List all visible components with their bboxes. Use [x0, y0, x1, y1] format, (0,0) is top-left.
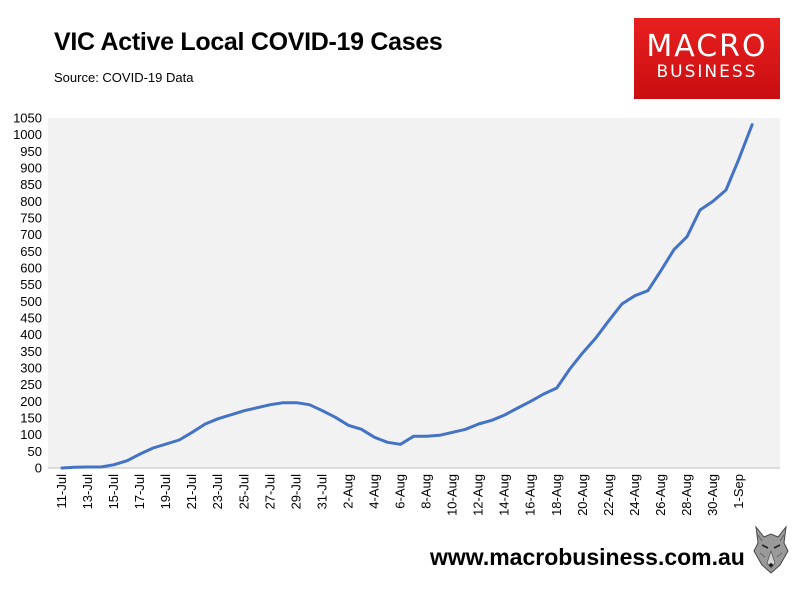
y-tick-label: 900: [20, 161, 42, 176]
chart-source: Source: COVID-19 Data: [54, 70, 194, 85]
y-tick-label: 450: [20, 311, 42, 326]
y-tick-label: 650: [20, 244, 42, 259]
macrobusiness-logo[interactable]: MACRO BUSINESS: [634, 18, 780, 99]
x-tick-label: 10-Aug: [445, 474, 460, 516]
x-tick-label: 13-Jul: [80, 474, 95, 510]
x-tick-label: 25-Jul: [236, 474, 251, 510]
y-tick-label: 1000: [13, 127, 42, 142]
plot-area: [48, 118, 780, 468]
y-tick-label: 0: [35, 461, 42, 476]
x-tick-label: 12-Aug: [471, 474, 486, 516]
x-tick-label: 28-Aug: [679, 474, 694, 516]
x-tick-label: 22-Aug: [601, 474, 616, 516]
x-tick-label: 21-Jul: [184, 474, 199, 510]
y-tick-label: 550: [20, 277, 42, 292]
x-tick-label: 31-Jul: [314, 474, 329, 510]
x-tick-label: 29-Jul: [288, 474, 303, 510]
y-tick-label: 750: [20, 211, 42, 226]
x-tick-label: 20-Aug: [575, 474, 590, 516]
x-tick-label: 19-Jul: [158, 474, 173, 510]
x-tick-label: 30-Aug: [705, 474, 720, 516]
x-tick-label: 27-Jul: [262, 474, 277, 510]
y-tick-label: 800: [20, 194, 42, 209]
website-url[interactable]: www.macrobusiness.com.au: [430, 544, 745, 570]
y-tick-label: 300: [20, 361, 42, 376]
x-tick-label: 24-Aug: [627, 474, 642, 516]
x-tick-label: 15-Jul: [106, 474, 121, 510]
y-tick-label: 50: [28, 444, 42, 459]
y-tick-label: 950: [20, 144, 42, 159]
y-tick-label: 700: [20, 227, 42, 242]
y-tick-label: 250: [20, 377, 42, 392]
y-tick-label: 500: [20, 294, 42, 309]
x-tick-label: 16-Aug: [523, 474, 538, 516]
logo-line-1: MACRO: [646, 29, 768, 64]
x-tick-label: 11-Jul: [54, 474, 69, 509]
y-tick-label: 100: [20, 427, 42, 442]
y-tick-label: 850: [20, 177, 42, 192]
y-tick-label: 600: [20, 261, 42, 276]
chart-title: VIC Active Local COVID-19 Cases: [54, 28, 443, 56]
x-axis: 11-Jul 13-Jul 15-Jul 17-Jul 19-Jul 21-Jul 23-J…: [54, 474, 746, 516]
logo-line-2: BUSINESS: [656, 62, 758, 82]
series-line-active-cases: [60, 123, 754, 470]
y-tick-label: 150: [20, 411, 42, 426]
x-tick-label: 23-Jul: [210, 474, 225, 510]
x-tick-label: 14-Aug: [497, 474, 512, 516]
x-tick-label: 26-Aug: [653, 474, 668, 516]
y-tick-label: 200: [20, 394, 42, 409]
x-tick-label: 17-Jul: [132, 474, 147, 510]
y-tick-label: 400: [20, 327, 42, 342]
x-tick-label: 2-Aug: [340, 474, 355, 509]
wolf-icon: [750, 521, 792, 577]
x-tick-label: 1-Sep: [731, 474, 746, 509]
y-tick-label: 1050: [13, 111, 42, 126]
y-tick-label: 350: [20, 344, 42, 359]
x-tick-label: 18-Aug: [549, 474, 564, 516]
x-tick-label: 6-Aug: [393, 474, 408, 509]
x-tick-label: 4-Aug: [366, 474, 381, 509]
x-tick-label: 8-Aug: [419, 474, 434, 509]
